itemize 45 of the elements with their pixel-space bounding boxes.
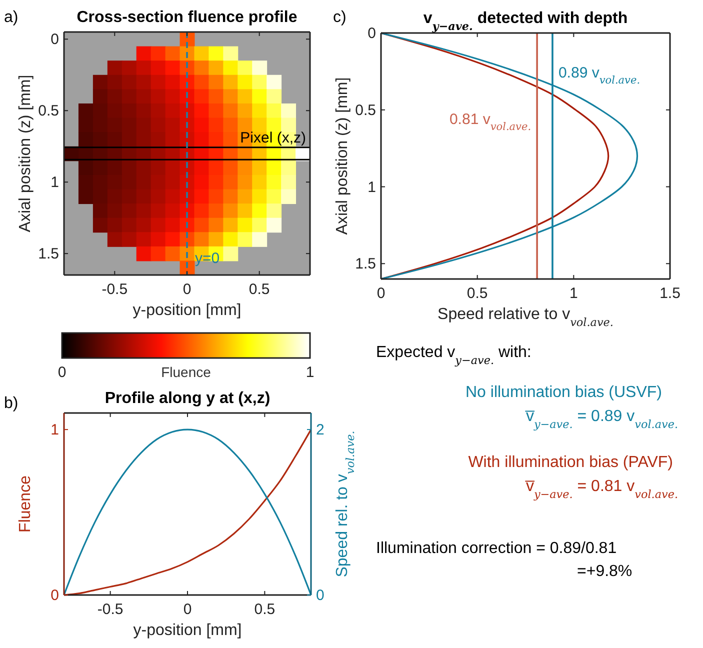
x-tick-label: -0.5 — [97, 601, 124, 618]
annotation: Pixel (x,z) — [240, 129, 306, 146]
text: With illumination bias (PAVF) — [468, 454, 673, 471]
y-axis-title: Axial position (z) [mm] — [17, 74, 34, 232]
x-tick-label: 0.5 — [254, 601, 276, 618]
x-tick-label: 0 — [183, 601, 192, 618]
y2-tick-label: 0 — [316, 587, 324, 604]
y-tick-label: 1.5 — [355, 256, 376, 273]
x-axis-title: y-position [mm] — [133, 622, 242, 639]
y2-tick-label: 2 — [316, 422, 324, 439]
y-tick-label: 0 — [368, 25, 376, 42]
chart-title: Cross-section fluence profile — [76, 9, 298, 26]
y-axis-title: Axial position (z) [mm] — [334, 77, 351, 235]
chart-title: Profile along y at (x,z) — [104, 390, 270, 407]
color-bar-label: 1 — [306, 364, 314, 381]
text: b) — [4, 395, 18, 412]
ref-line-label: 0.81 v$_{vol.ave.}$ — [449, 111, 532, 134]
x-axis-title: Speed relative to v$_{vol.ave.}$ — [438, 306, 614, 328]
text: Expected v$_{y−ave.}$ with: — [376, 344, 532, 366]
chart-title: v$_{y−ave.}$ detected with depth — [423, 10, 628, 33]
y-axis-title: Fluence — [17, 475, 34, 532]
x-tick-label: 1 — [569, 285, 578, 302]
x-tick-label: 1.5 — [660, 285, 680, 302]
text: a) — [4, 9, 18, 26]
x-tick-label: 0 — [182, 281, 192, 298]
y-tick-label: 1 — [50, 422, 59, 439]
text: =+9.8% — [577, 563, 632, 580]
x-axis-title: y-position [mm] — [132, 302, 242, 319]
text: v̅$_{y−ave.}$ = 0.89 v$_{vol.ave.}$ — [524, 408, 678, 430]
text: c) — [333, 9, 346, 26]
y-tick-label: 0 — [50, 31, 59, 48]
color-bar-title: Fluence — [161, 364, 212, 380]
y-tick-label: 0 — [50, 587, 59, 604]
text: No illumination bias (USVF) — [465, 384, 662, 401]
y-tick-label: 1.5 — [38, 246, 59, 263]
text: Illumination correction = 0.89/0.81 — [376, 540, 617, 557]
text: v̅$_{y−ave.}$ = 0.81 v$_{vol.ave.}$ — [524, 478, 678, 500]
x-tick-label: 0.5 — [466, 285, 488, 302]
y-tick-label: 1 — [50, 174, 59, 192]
y-tick-label: 0.5 — [355, 102, 376, 119]
x-tick-label: 0.5 — [248, 281, 270, 298]
x-tick-label: -0.5 — [102, 281, 128, 298]
ref-line-label: 0.89 v$_{vol.ave.}$ — [558, 64, 640, 86]
y-tick-label: 0.5 — [38, 102, 59, 120]
y-tick-label: 1 — [368, 178, 376, 196]
